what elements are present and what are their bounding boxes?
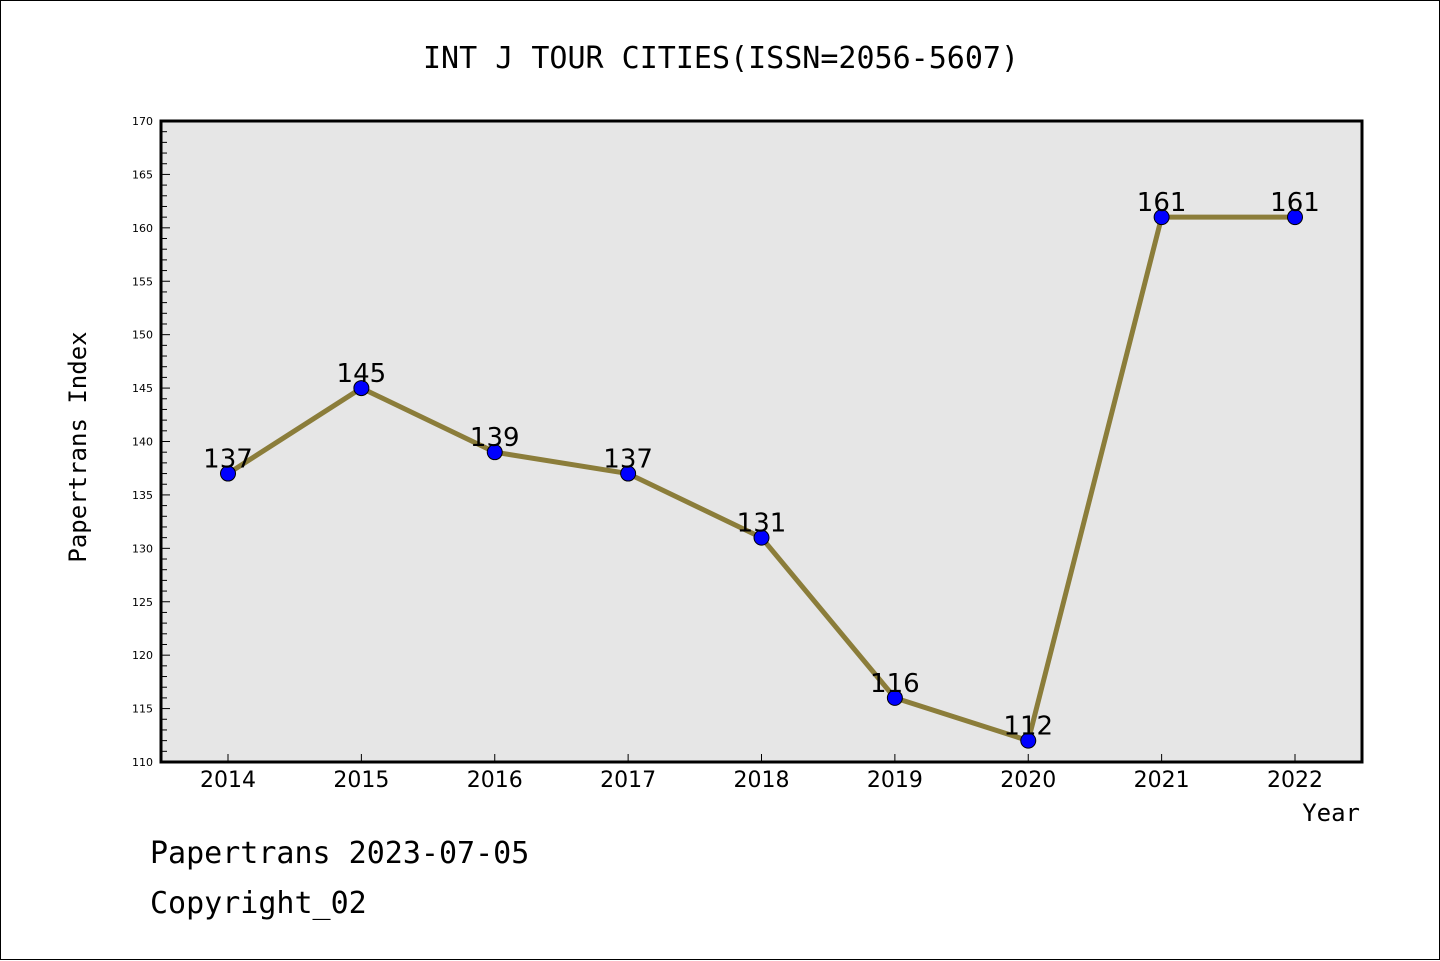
x-tick-label: 2018 [734,768,790,793]
x-tick-label: 2015 [333,768,389,793]
x-axis-label: Year [1302,799,1360,827]
x-axis: 2014 2015 2016 2017 2018 2019 2020 2021 2022 [200,754,1323,793]
footer-date: Papertrans 2023-07-05 [150,836,530,871]
data-point [1287,209,1303,226]
y-tick-label: 140 [132,436,153,449]
y-tick-label: 120 [132,649,153,662]
y-tick-label: 115 [132,703,153,716]
data-label: 161 [1137,188,1187,218]
data-point [886,689,903,706]
data-label: 145 [337,359,387,389]
data-point [1020,732,1037,749]
data-point [486,444,503,461]
x-tick-label: 2020 [1000,768,1056,793]
y-tick-label: 110 [132,756,153,769]
y-axis-label: Papertrans Index [64,331,92,562]
data-label: 116 [870,669,920,699]
series-group: 137 145 139 137 131 116 112 161 161 [203,188,1320,749]
data-point [620,465,637,482]
y-axis: 110 115 120 125 130 135 140 145 150 155 160 165 170 [132,115,170,769]
x-tick-label: 2019 [867,768,923,793]
footer-copyright: Copyright_02 [150,886,367,921]
x-tick-label: 2017 [600,768,656,793]
x-tick-label: 2022 [1267,768,1323,793]
x-tick-label: 2016 [467,768,523,793]
y-tick-label: 160 [132,222,153,235]
data-label: 131 [737,509,787,539]
data-point [353,380,370,397]
data-label: 139 [470,423,520,453]
data-label: 112 [1003,712,1053,742]
chart-title: INT J TOUR CITIES(ISSN=2056-5607) [423,41,1019,76]
y-tick-label: 125 [132,596,153,609]
y-tick-label: 130 [132,542,153,555]
y-tick-label: 150 [132,329,153,342]
x-tick-label: 2021 [1134,768,1190,793]
data-label: 161 [1270,188,1320,218]
y-tick-label: 135 [132,489,153,502]
data-point [753,529,770,546]
y-tick-label: 170 [132,115,153,128]
y-tick-label: 155 [132,275,153,288]
data-point [1153,209,1170,226]
y-tick-label: 165 [132,168,153,181]
x-tick-label: 2014 [200,768,256,793]
data-label: 137 [603,445,653,475]
data-point [220,465,236,482]
plot-area [159,119,1364,764]
data-label: 137 [203,445,253,475]
y-tick-label: 145 [132,382,153,395]
